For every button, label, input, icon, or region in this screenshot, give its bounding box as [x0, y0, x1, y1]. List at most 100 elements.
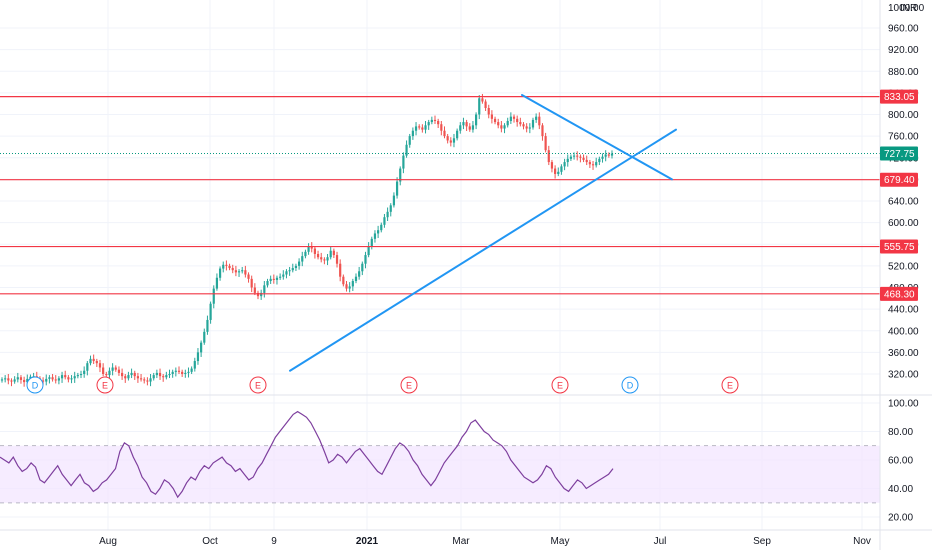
candle-body [108, 370, 111, 376]
level-tag-label: 679.40 [884, 175, 915, 186]
candle-body [102, 367, 105, 374]
candle-body [465, 122, 468, 127]
candle-body [86, 363, 89, 371]
candle-body [506, 120, 509, 126]
candle-body [146, 380, 149, 382]
candle-body [560, 166, 563, 172]
earnings-marker: E [721, 376, 739, 394]
candle-body [26, 378, 29, 383]
price-tick-label: 520.00 [888, 261, 919, 272]
price-tick-label: 760.00 [888, 132, 919, 143]
candle-body [576, 155, 579, 157]
event-label: D [32, 381, 39, 391]
candle-body [111, 367, 114, 371]
candle-body [323, 259, 326, 261]
event-circle [621, 376, 639, 394]
candle-body [443, 130, 446, 137]
dividend-marker: D [621, 376, 639, 394]
candle-body [367, 246, 370, 256]
candle-body [288, 270, 291, 272]
candle-body [279, 276, 282, 278]
candle-body [557, 171, 560, 174]
candle-body [51, 377, 54, 380]
event-label: E [406, 381, 412, 391]
candle-body [19, 377, 23, 380]
candle-body [89, 358, 92, 364]
candle-body [79, 374, 83, 376]
candle-body [316, 253, 320, 258]
price-tick-label: 320.00 [888, 370, 919, 381]
candle-body [497, 122, 500, 126]
earnings-marker: E [96, 376, 114, 394]
candle-body [294, 265, 298, 269]
candle-body [430, 119, 433, 123]
candle-body [218, 268, 222, 278]
candle-body [269, 278, 272, 282]
candle-body [73, 376, 76, 379]
candle-body [247, 274, 250, 279]
time-tick-label: Aug [99, 536, 117, 547]
candle-body [418, 126, 421, 128]
event-circle [400, 376, 418, 394]
candle-body [531, 119, 535, 128]
candle-body [256, 292, 260, 297]
candle-body [266, 281, 269, 286]
candle-body [0, 379, 4, 381]
candle-body [209, 303, 212, 320]
candle-body [585, 159, 588, 163]
currency-label: INR [900, 3, 917, 14]
candle-body [127, 375, 130, 379]
candle-body [48, 377, 51, 379]
candle-body [484, 101, 487, 109]
candle-body [342, 276, 345, 285]
last-price-tag-label: 727.75 [884, 149, 915, 160]
candle-body [354, 276, 358, 282]
candle-body [10, 380, 13, 382]
rsi-band [0, 445, 880, 503]
candle-body [162, 376, 165, 378]
candle-body [468, 126, 471, 130]
last-price-tag [880, 146, 918, 161]
candle-body [228, 265, 231, 269]
candle-body [304, 251, 307, 257]
candle-body [519, 122, 522, 125]
event-label: D [627, 381, 634, 391]
candle-body [516, 118, 519, 123]
candle-body [253, 287, 256, 293]
rsi-tick-label: 80.00 [888, 427, 913, 438]
level-tag [880, 286, 918, 301]
candle-body [60, 375, 64, 379]
time-tick-label: 2021 [356, 536, 379, 547]
candle-body [155, 372, 158, 376]
candle-body [152, 375, 155, 379]
candle-body [490, 114, 493, 119]
candle-body [572, 155, 576, 157]
candle-body [7, 378, 10, 381]
time-axis: Aug Oct 9 2021 Mar May Jul Sep Nov [99, 536, 871, 547]
candle-body [301, 256, 304, 262]
level-tag-label: 468.30 [884, 289, 915, 300]
candle-body [57, 378, 60, 381]
candle-body [535, 116, 538, 120]
candle-body [411, 130, 414, 137]
candle-body [263, 285, 266, 293]
candle-body [437, 120, 440, 125]
candle-body [544, 136, 547, 151]
candle-body [206, 319, 209, 332]
time-tick-label: Sep [753, 536, 771, 547]
candle-body [136, 376, 140, 379]
candle-body [421, 127, 424, 130]
candle-body [54, 379, 57, 381]
candle-body [377, 230, 380, 234]
candle-body [345, 284, 348, 289]
candle-body [212, 288, 215, 304]
time-tick-label: Jul [654, 536, 667, 547]
price-tick-label: 400.00 [888, 326, 919, 337]
candle-body [307, 246, 310, 252]
candle-body [474, 114, 478, 126]
candle-body [373, 233, 377, 239]
candle-body [326, 257, 329, 261]
candle-body [538, 116, 541, 126]
candle-body [541, 125, 544, 137]
